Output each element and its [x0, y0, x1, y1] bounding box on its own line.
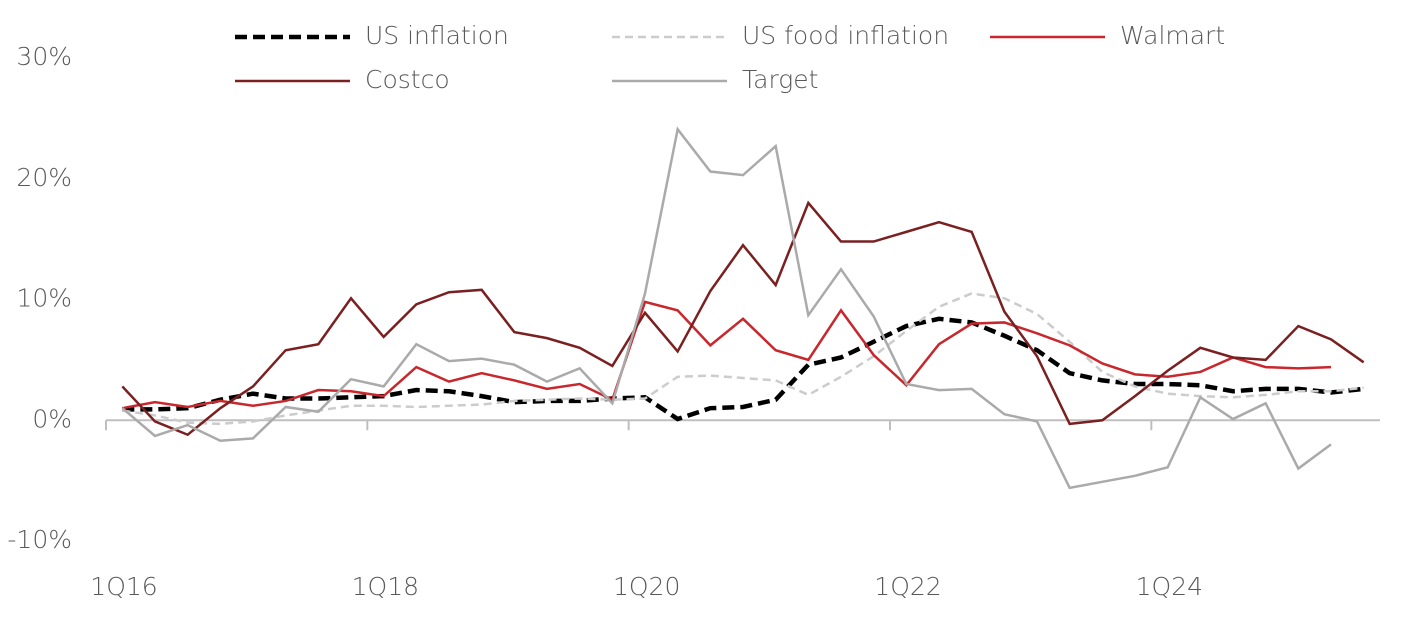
y-tick-label: 0% [32, 404, 72, 433]
legend-label: Target [742, 65, 818, 94]
y-tick-label: 10% [16, 284, 72, 313]
legend-label: Costco [365, 65, 450, 94]
series-line [122, 316, 1364, 422]
y-tick-label: -10% [7, 525, 72, 554]
y-tick-label: 20% [16, 163, 72, 192]
y-tick-label: 30% [16, 42, 72, 71]
x-tick-label: 1Q18 [352, 572, 419, 601]
x-tick-label: 1Q20 [613, 572, 680, 601]
legend-label: US food inflation [742, 21, 949, 50]
x-tick-label: 1Q24 [1136, 572, 1203, 601]
series-line [122, 292, 1364, 426]
series-line [121, 126, 1332, 490]
x-tick-label: 1Q16 [90, 572, 157, 601]
series-line [122, 300, 1332, 410]
series-line [121, 200, 1365, 437]
legend-label: US inflation [365, 21, 509, 50]
x-tick-label: 1Q22 [874, 572, 941, 601]
legend-label: Walmart [1120, 21, 1225, 50]
